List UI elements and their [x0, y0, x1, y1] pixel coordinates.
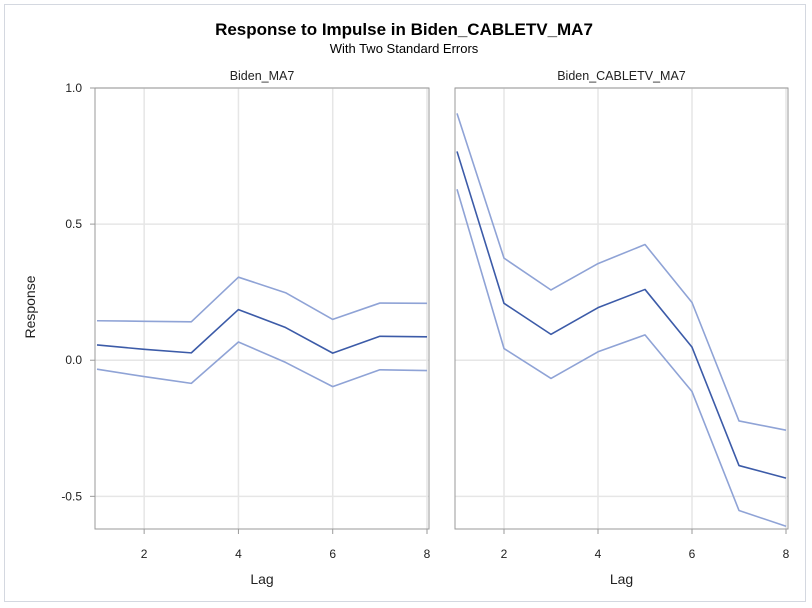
- x-axis-label: Lag: [610, 571, 633, 587]
- series-line-upper: [96, 276, 428, 323]
- y-tick-label: -0.5: [61, 489, 82, 503]
- series-line-upper: [456, 113, 787, 431]
- series-line-response: [456, 151, 787, 479]
- x-tick-label: 2: [141, 547, 148, 561]
- chart-subtitle: With Two Standard Errors: [330, 41, 479, 56]
- x-tick-label: 6: [689, 547, 696, 561]
- y-tick-label: 0.0: [65, 353, 82, 367]
- chart-title: Response to Impulse in Biden_CABLETV_MA7: [215, 20, 593, 39]
- panels-group: Biden_MA7 2 4 6 8 Lag 1.0 0.5 0.0 -0.5 Biden_CABLE…: [61, 69, 789, 587]
- x-tick-label: 4: [595, 547, 602, 561]
- panel-title: Biden_MA7: [230, 69, 295, 83]
- y-axis-label: Response: [22, 275, 38, 338]
- panel-2: Biden_CABLETV_MA7 2 4 6 8 Lag: [454, 69, 790, 587]
- y-tick-label: 1.0: [65, 81, 82, 95]
- panel-1: Biden_MA7 2 4 6 8 Lag 1.0 0.5 0.0 -0.5: [61, 69, 430, 587]
- panel-border: [454, 87, 789, 530]
- panel-title: Biden_CABLETV_MA7: [557, 69, 686, 83]
- y-tick-label: 0.5: [65, 217, 82, 231]
- x-tick-label: 4: [235, 547, 242, 561]
- x-tick-label: 6: [329, 547, 336, 561]
- x-tick-label: 8: [783, 547, 790, 561]
- series-line-response: [96, 308, 428, 354]
- series-line-lower: [96, 341, 428, 388]
- series-line-lower: [456, 189, 787, 528]
- x-tick-label: 2: [501, 547, 508, 561]
- x-axis-label: Lag: [250, 571, 273, 587]
- panel-border: [94, 87, 430, 530]
- x-tick-label: 8: [424, 547, 431, 561]
